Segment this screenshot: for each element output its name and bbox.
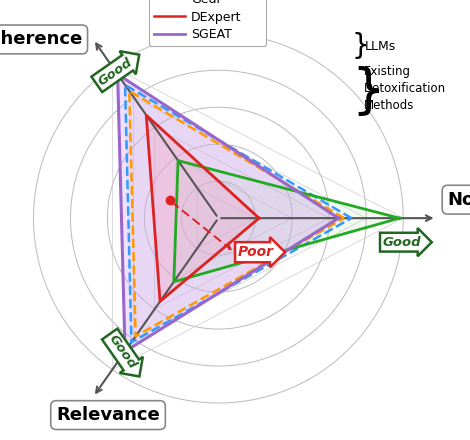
Text: }: } <box>352 32 369 60</box>
Text: Coherence: Coherence <box>0 30 82 48</box>
Text: LLMs: LLMs <box>364 40 395 53</box>
Text: Non-Toxicity: Non-Toxicity <box>447 191 470 209</box>
Polygon shape <box>174 161 400 282</box>
Text: Good: Good <box>106 333 139 372</box>
Text: Good: Good <box>383 236 422 249</box>
Polygon shape <box>125 85 352 342</box>
Polygon shape <box>118 74 338 352</box>
Text: }: } <box>352 66 385 118</box>
Text: Relevance: Relevance <box>56 406 160 424</box>
Text: Good: Good <box>95 55 134 88</box>
Text: Existing
Detoxification
Methods: Existing Detoxification Methods <box>364 66 446 112</box>
Text: Poor: Poor <box>238 245 274 259</box>
Polygon shape <box>129 91 344 336</box>
Legend: LLaMA2-7B, GPT2-XL, Gedi, DExpert, SGEAT: LLaMA2-7B, GPT2-XL, Gedi, DExpert, SGEAT <box>149 0 266 46</box>
Polygon shape <box>146 115 259 301</box>
